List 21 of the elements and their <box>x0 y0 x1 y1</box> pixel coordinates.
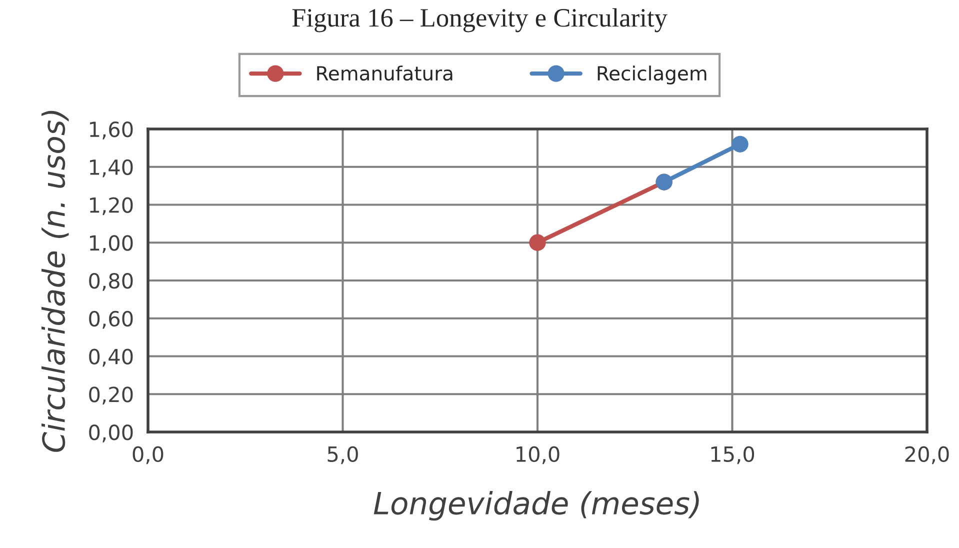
y-tick-label: 1,40 <box>90 159 133 178</box>
x-tick-label: 10,0 <box>516 446 560 464</box>
x-tick-label: 0,0 <box>132 446 164 464</box>
point <box>529 234 546 251</box>
y-tick-label: 1,20 <box>90 197 133 216</box>
y-tick-label: 0,40 <box>89 348 133 367</box>
x-tick-label: 20,0 <box>905 446 949 464</box>
x-tick-label: 15,0 <box>711 446 754 464</box>
point <box>732 136 748 152</box>
y-tick-label: 0,20 <box>89 386 133 404</box>
legend-label: Remanufatura <box>317 66 452 81</box>
y-tick-label: 0,60 <box>89 310 133 329</box>
y-axis-title: Circularidade (n. usos) <box>41 110 69 452</box>
y-tick-label: 1,00 <box>90 235 133 253</box>
x-tick-label: 5,0 <box>328 446 358 464</box>
y-tick-label: 0,00 <box>89 424 133 442</box>
y-tick-label: 1,60 <box>90 121 133 140</box>
y-tick-label: 0,80 <box>89 272 133 291</box>
chart-title: Figura 16 – Longevity e Circularity <box>292 8 668 32</box>
x-axis-title: Longevidade (meses) <box>374 491 699 521</box>
legend-label: Reciclagem <box>598 66 706 84</box>
